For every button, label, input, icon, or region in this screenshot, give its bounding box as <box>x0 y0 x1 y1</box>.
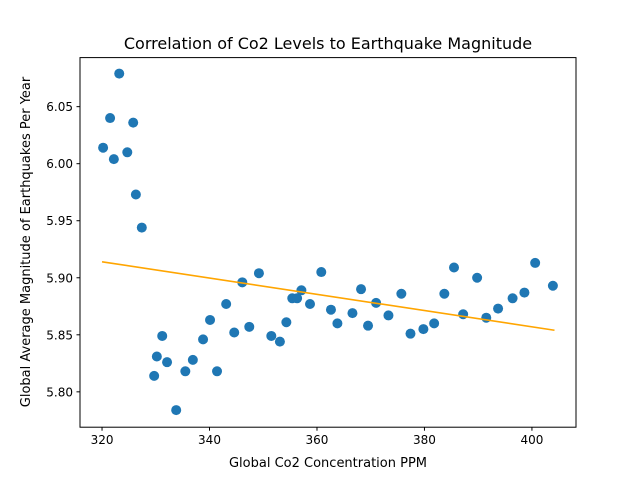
axes-frame <box>79 57 577 428</box>
data-point <box>304 299 315 309</box>
data-point <box>439 288 450 299</box>
x-tick-label: 360 <box>306 433 329 447</box>
data-point <box>418 324 429 335</box>
data-point <box>122 147 133 158</box>
data-point <box>157 330 168 341</box>
data-point <box>405 328 416 339</box>
data-point <box>363 320 374 331</box>
y-tick-label: 6.00 <box>46 157 73 171</box>
data-point <box>316 267 327 278</box>
data-point <box>296 285 307 296</box>
data-point <box>221 299 232 309</box>
data-point <box>114 68 125 79</box>
data-point <box>266 330 277 341</box>
x-tick-label: 400 <box>520 433 543 447</box>
data-point <box>180 366 191 377</box>
data-point <box>507 293 518 304</box>
data-point <box>198 334 209 345</box>
data-point <box>105 113 116 124</box>
data-point <box>332 318 343 329</box>
y-tick-label: 5.90 <box>46 271 73 285</box>
y-tick-label: 5.80 <box>46 385 73 399</box>
data-point <box>383 310 394 321</box>
data-point <box>212 366 223 377</box>
x-tick-label: 340 <box>198 433 221 447</box>
data-point <box>205 314 216 325</box>
data-point <box>449 262 460 273</box>
data-point <box>187 354 198 365</box>
y-tick-label: 5.85 <box>46 328 73 342</box>
data-point <box>162 357 173 368</box>
x-tick-label: 320 <box>91 433 114 447</box>
y-tick-label: 5.95 <box>46 214 73 228</box>
data-point <box>128 117 139 128</box>
data-point <box>130 189 141 200</box>
data-point <box>274 336 285 347</box>
data-point <box>356 284 367 295</box>
data-point <box>458 309 469 320</box>
x-tick-label: 380 <box>413 433 436 447</box>
data-point <box>292 293 303 304</box>
data-point <box>347 308 358 319</box>
data-point <box>281 317 292 328</box>
data-point <box>547 280 558 291</box>
data-point <box>493 303 504 314</box>
data-point <box>396 288 407 299</box>
chart-title: Correlation of Co2 Levels to Earthquake … <box>124 34 532 53</box>
data-point <box>244 321 255 332</box>
data-point <box>530 257 541 268</box>
x-axis-label: Global Co2 Concentration PPM <box>229 456 427 471</box>
data-point <box>253 268 264 279</box>
y-axis-label: Global Average Magnitude of Earthquakes … <box>19 76 34 407</box>
data-point <box>108 154 119 165</box>
y-tick-label: 6.05 <box>46 100 73 114</box>
data-point <box>519 287 530 298</box>
data-point <box>98 142 109 153</box>
data-point <box>136 222 147 233</box>
trend-line <box>101 261 555 332</box>
data-point <box>325 304 336 315</box>
data-point <box>229 327 240 338</box>
data-point <box>151 351 162 362</box>
data-point <box>171 405 182 416</box>
data-point <box>472 272 483 283</box>
data-point <box>429 318 440 329</box>
data-point <box>149 370 160 381</box>
